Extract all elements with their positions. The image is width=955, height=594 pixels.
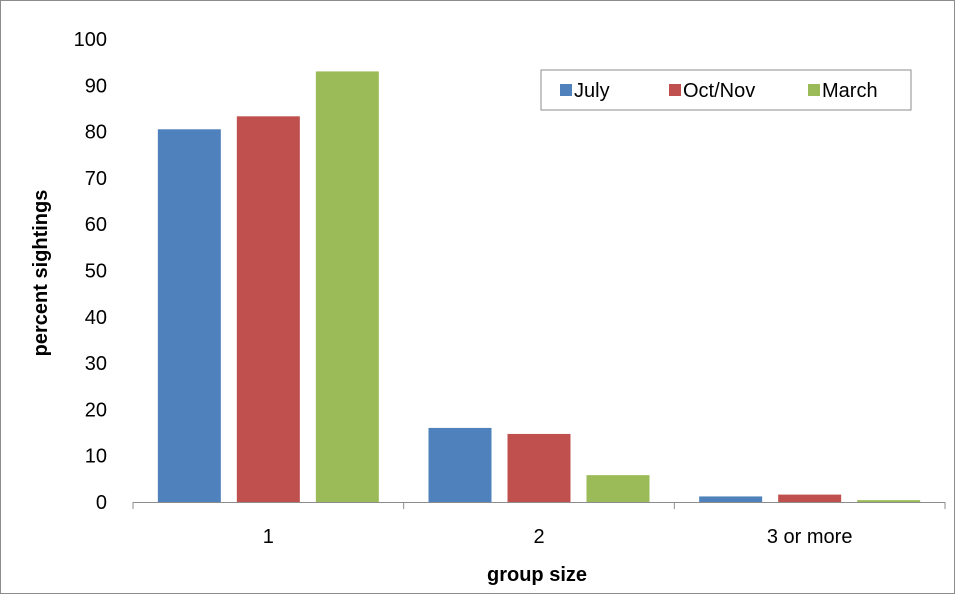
- y-tick-label: 100: [74, 29, 107, 51]
- y-tick-label: 80: [85, 122, 107, 144]
- bar-march-3-or-more: [857, 500, 920, 502]
- y-tick-label: 90: [85, 75, 107, 97]
- x-tick-label: 3 or more: [767, 526, 853, 548]
- y-axis-ticks: 0 10 20 30 40 50 60 70 80 90 100: [74, 29, 107, 514]
- y-tick-label: 30: [85, 353, 107, 375]
- bar-july-1: [158, 129, 221, 502]
- bar-oct-nov-1: [237, 116, 300, 502]
- y-tick-label: 50: [85, 261, 107, 283]
- bar-march-1: [316, 71, 379, 502]
- bars: [158, 71, 920, 502]
- bar-march-2: [587, 475, 650, 502]
- y-tick-label: 10: [85, 446, 107, 468]
- legend: July Oct/Nov March: [541, 70, 911, 110]
- legend-swatch: [560, 84, 572, 96]
- x-tick-label: 2: [533, 526, 544, 548]
- y-axis-title: percent sightings: [30, 190, 52, 357]
- legend-swatch: [669, 84, 681, 96]
- x-axis-ticks: 1 2 3 or more: [133, 502, 945, 548]
- legend-swatch: [808, 84, 820, 96]
- y-tick-label: 60: [85, 214, 107, 236]
- legend-label: July: [574, 80, 610, 102]
- y-tick-label: 0: [96, 492, 107, 514]
- bar-oct-nov-3-or-more: [778, 495, 841, 502]
- y-tick-label: 20: [85, 399, 107, 421]
- bar-july-3-or-more: [699, 496, 762, 502]
- y-tick-label: 70: [85, 168, 107, 190]
- legend-label: March: [822, 80, 878, 102]
- x-axis-title: group size: [487, 564, 587, 586]
- y-tick-label: 40: [85, 307, 107, 329]
- legend-label: Oct/Nov: [683, 80, 755, 102]
- x-tick-label: 1: [263, 526, 274, 548]
- bar-july-2: [429, 428, 492, 502]
- bar-oct-nov-2: [508, 434, 571, 502]
